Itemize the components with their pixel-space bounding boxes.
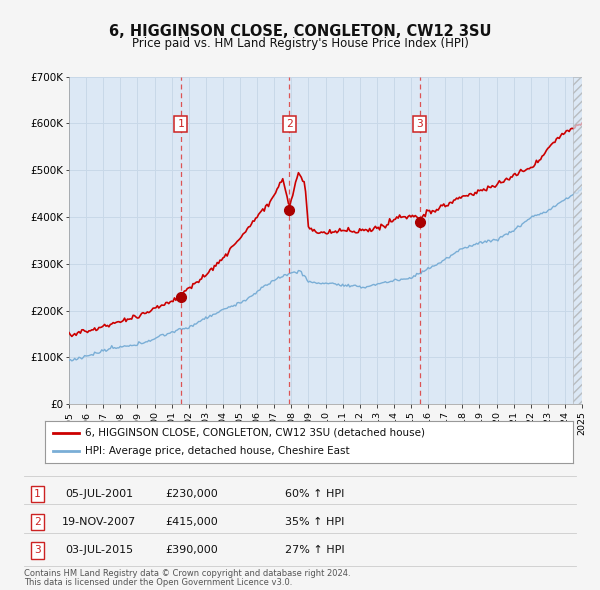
- Text: 60% ↑ HPI: 60% ↑ HPI: [285, 489, 344, 499]
- Text: 1: 1: [178, 119, 184, 129]
- Text: 2: 2: [286, 119, 293, 129]
- Text: 6, HIGGINSON CLOSE, CONGLETON, CW12 3SU: 6, HIGGINSON CLOSE, CONGLETON, CW12 3SU: [109, 24, 491, 38]
- Text: HPI: Average price, detached house, Cheshire East: HPI: Average price, detached house, Ches…: [85, 446, 349, 456]
- Text: 3: 3: [34, 546, 41, 555]
- Text: This data is licensed under the Open Government Licence v3.0.: This data is licensed under the Open Gov…: [24, 578, 292, 588]
- Text: 3: 3: [416, 119, 423, 129]
- Text: £415,000: £415,000: [166, 517, 218, 527]
- Text: Price paid vs. HM Land Registry's House Price Index (HPI): Price paid vs. HM Land Registry's House …: [131, 37, 469, 50]
- Text: 03-JUL-2015: 03-JUL-2015: [65, 546, 133, 555]
- Text: 2: 2: [34, 517, 41, 527]
- Text: £230,000: £230,000: [166, 489, 218, 499]
- Bar: [574, 77, 582, 404]
- Text: £390,000: £390,000: [166, 546, 218, 555]
- Text: 19-NOV-2007: 19-NOV-2007: [62, 517, 136, 527]
- Text: 35% ↑ HPI: 35% ↑ HPI: [285, 517, 344, 527]
- Text: 1: 1: [34, 489, 41, 499]
- Text: 6, HIGGINSON CLOSE, CONGLETON, CW12 3SU (detached house): 6, HIGGINSON CLOSE, CONGLETON, CW12 3SU …: [85, 428, 425, 438]
- Text: Contains HM Land Registry data © Crown copyright and database right 2024.: Contains HM Land Registry data © Crown c…: [24, 569, 350, 578]
- Bar: [574, 77, 582, 404]
- Text: 27% ↑ HPI: 27% ↑ HPI: [285, 546, 344, 555]
- Text: 05-JUL-2001: 05-JUL-2001: [65, 489, 133, 499]
